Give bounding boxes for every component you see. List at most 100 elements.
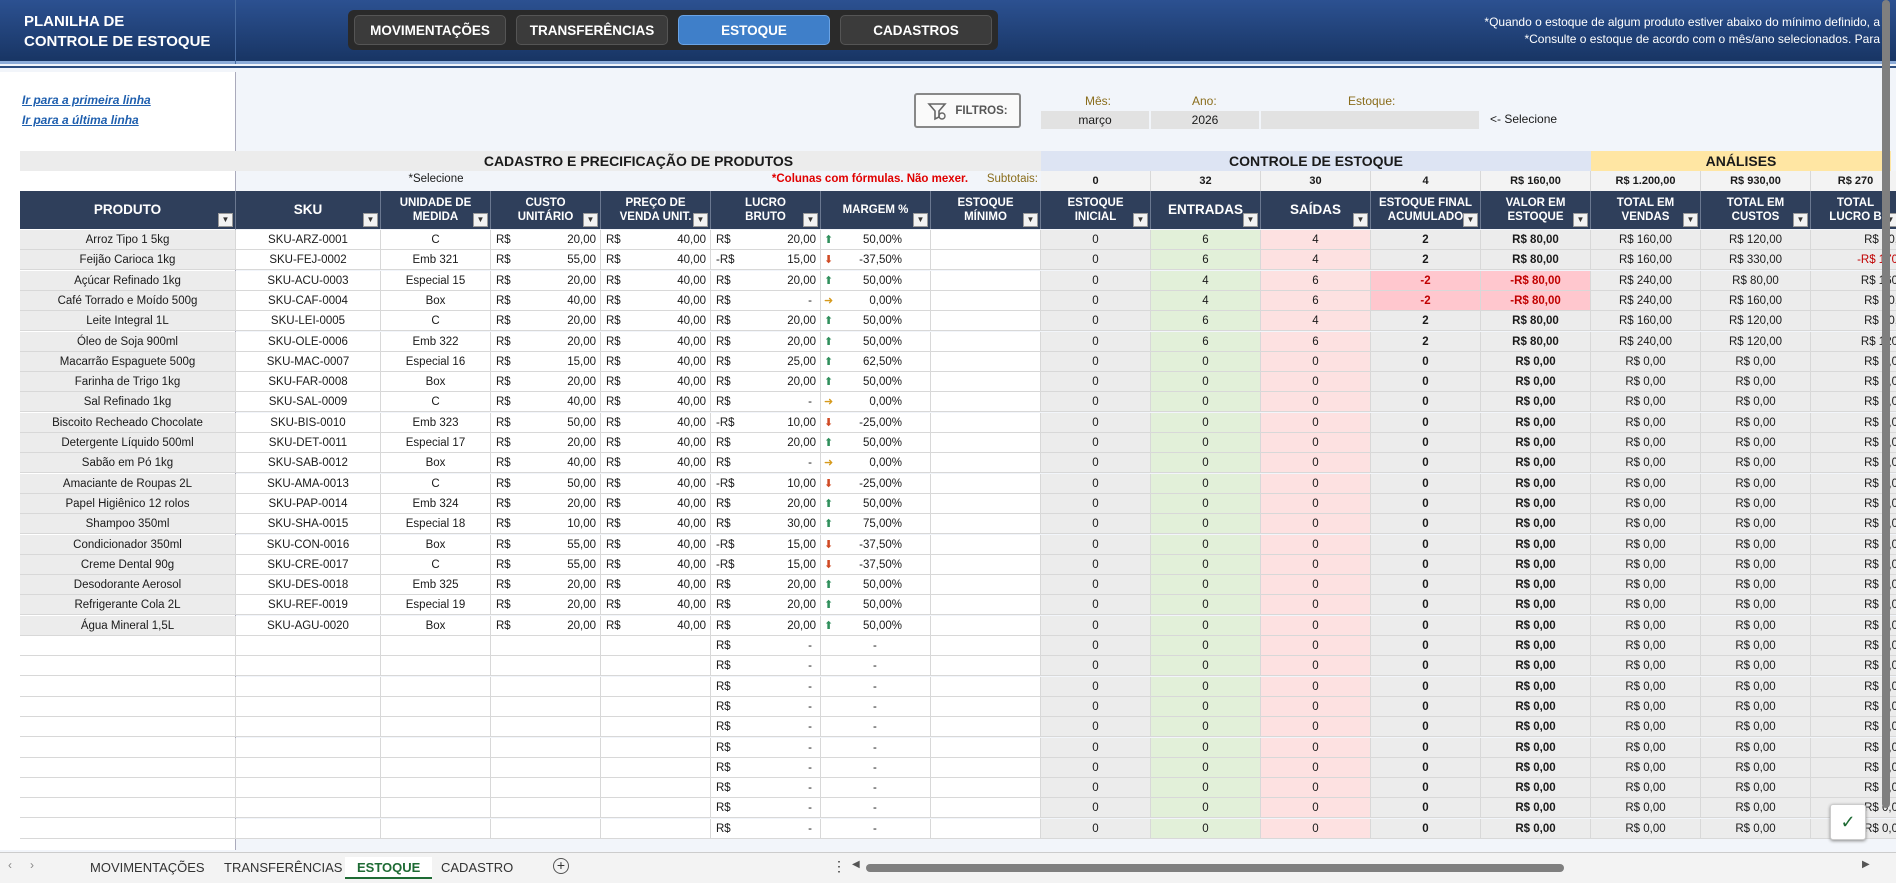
filter-dropdown-icon[interactable]: ▼ — [1353, 213, 1368, 227]
filter-dropdown-icon[interactable]: ▼ — [1133, 213, 1148, 227]
table-cell: R$ 0,00 — [1481, 616, 1591, 636]
margin-value: 0,00% — [869, 457, 902, 469]
vertical-scrollbar[interactable] — [1882, 0, 1890, 808]
table-cell: Emb 324 — [381, 494, 491, 514]
column-header-line1: SKU — [293, 202, 323, 217]
column-header[interactable]: ESTOQUE FINAL ACUMULADO ▼ — [1371, 191, 1481, 229]
filter-dropdown-icon[interactable]: ▼ — [1023, 213, 1038, 227]
table-cell — [931, 616, 1041, 636]
filter-dropdown-icon[interactable]: ▼ — [913, 213, 928, 227]
arrow-right-icon: ➜ — [824, 396, 834, 408]
horizontal-scrollbar[interactable] — [866, 864, 1564, 872]
column-header[interactable]: ENTRADAS ▼ — [1151, 191, 1261, 229]
stock-select[interactable] — [1261, 111, 1479, 129]
money-value: 10,00 — [567, 518, 596, 530]
column-header[interactable]: TOTAL EM CUSTOS ▼ — [1701, 191, 1811, 229]
table-cell: R$ 25,00 — [711, 352, 821, 372]
profit-value: - — [808, 823, 812, 835]
currency-symbol: R$ — [496, 396, 511, 408]
money-value: 20,00 — [567, 620, 596, 632]
arrow-up-icon: ⬆ — [824, 356, 834, 368]
profit-value: - — [808, 802, 812, 814]
scroll-left-icon[interactable]: ◀ — [852, 859, 860, 870]
table-cell: 0 — [1041, 514, 1151, 534]
sheet-tab-0[interactable]: MOVIMENTAÇÕES — [90, 860, 205, 875]
column-header-line1: TOTAL EM — [1616, 197, 1675, 209]
filter-dropdown-icon[interactable]: ▼ — [218, 213, 233, 227]
table-cell: - — [821, 677, 931, 697]
table-cell: R$ 0,00 — [1481, 738, 1591, 758]
year-select[interactable]: 2026 — [1151, 111, 1259, 129]
column-header[interactable]: UNIDADE DE MEDIDA ▼ — [381, 191, 491, 229]
table-cell: R$ 0,00 — [1701, 717, 1811, 737]
filter-button[interactable]: FILTROS: — [914, 93, 1021, 128]
table-cell — [491, 636, 601, 656]
profit-value: 20,00 — [787, 376, 816, 388]
table-cell — [236, 636, 381, 656]
nav-tab-3[interactable]: CADASTROS — [840, 15, 992, 45]
plus-circle-icon[interactable]: + — [553, 858, 569, 874]
nav-tab-1[interactable]: TRANSFERÊNCIAS — [516, 15, 668, 45]
profit-sign: R$ — [716, 640, 731, 652]
table-cell: 0 — [1041, 697, 1151, 717]
profit-value: - — [808, 660, 812, 672]
currency-symbol: R$ — [606, 478, 621, 490]
money-value: 20,00 — [567, 275, 596, 287]
filter-dropdown-icon[interactable]: ▼ — [1573, 213, 1588, 227]
table-cell: R$ 0,00 — [1701, 778, 1811, 798]
profit-sign: R$ — [716, 234, 731, 246]
filter-dropdown-icon[interactable]: ▼ — [363, 213, 378, 227]
column-header[interactable]: ESTOQUE INICIAL ▼ — [1041, 191, 1151, 229]
column-header[interactable]: PREÇO DE VENDA UNIT. ▼ — [601, 191, 711, 229]
filter-dropdown-icon[interactable]: ▼ — [1463, 213, 1478, 227]
column-header[interactable]: VALOR EM ESTOQUE ▼ — [1481, 191, 1591, 229]
profit-sign: R$ — [716, 518, 731, 530]
filter-dropdown-icon[interactable]: ▼ — [1243, 213, 1258, 227]
table-cell: R$ 40,00 — [601, 332, 711, 352]
sheet-tab-1[interactable]: TRANSFERÊNCIAS — [224, 860, 343, 875]
filter-dropdown-icon[interactable]: ▼ — [1683, 213, 1698, 227]
table-cell — [236, 717, 381, 737]
table-cell: 0 — [1151, 535, 1261, 555]
table-cell: 0 — [1371, 433, 1481, 453]
column-header[interactable]: LUCRO BRUTO ▼ — [711, 191, 821, 229]
link-last-row[interactable]: Ir para a última linha — [22, 113, 139, 127]
arrow-up-icon: ⬆ — [824, 518, 834, 530]
margin-value: 50,00% — [862, 620, 902, 632]
filter-dropdown-icon[interactable]: ▼ — [583, 213, 598, 227]
scroll-right-icon[interactable]: ▶ — [1862, 859, 1870, 870]
more-options-icon[interactable]: ⋮ — [832, 858, 846, 874]
nav-tab-0[interactable]: MOVIMENTAÇÕES — [354, 15, 506, 45]
check-icon[interactable]: ✓ — [1830, 804, 1866, 840]
link-first-row[interactable]: Ir para a primeira linha — [22, 93, 151, 107]
sheet-tab-2[interactable]: ESTOQUE — [345, 857, 433, 879]
nav-tab-2[interactable]: ESTOQUE — [678, 15, 830, 45]
subtotal-4: R$ 160,00 — [1481, 171, 1591, 191]
column-header[interactable]: SAÍDAS ▼ — [1261, 191, 1371, 229]
filter-dropdown-icon[interactable]: ▼ — [803, 213, 818, 227]
table-cell: R$ 20,00 — [711, 433, 821, 453]
column-header[interactable]: SKU ▼ — [236, 191, 381, 229]
table-cell — [931, 778, 1041, 798]
column-header-line1: LUCRO — [745, 197, 786, 209]
table-cell: 0 — [1261, 494, 1371, 514]
tab-scroll-left-icon[interactable]: ‹ — [8, 858, 12, 872]
table-cell: 2 — [1371, 250, 1481, 270]
currency-symbol: R$ — [496, 620, 511, 632]
column-header[interactable]: TOTAL EM VENDAS ▼ — [1591, 191, 1701, 229]
filter-dropdown-icon[interactable]: ▼ — [693, 213, 708, 227]
table-cell: C — [381, 311, 491, 331]
money-value: 40,00 — [677, 579, 706, 591]
table-cell: R$ 80,00 — [1481, 230, 1591, 250]
filter-dropdown-icon[interactable]: ▼ — [473, 213, 488, 227]
column-header[interactable]: MARGEM % ▼ — [821, 191, 931, 229]
margin-value: 75,00% — [862, 518, 902, 530]
tab-scroll-right-icon[interactable]: › — [30, 858, 34, 872]
column-header[interactable]: PRODUTO ▼ — [20, 191, 236, 229]
column-header[interactable]: ESTOQUE MÍNIMO ▼ — [931, 191, 1041, 229]
month-select[interactable]: março — [1041, 111, 1149, 129]
filter-dropdown-icon[interactable]: ▼ — [1793, 213, 1808, 227]
column-header[interactable]: TOTAL LUCRO B ▼ — [1811, 191, 1896, 229]
sheet-tab-3[interactable]: CADASTRO — [441, 860, 514, 875]
column-header[interactable]: CUSTO UNITÁRIO ▼ — [491, 191, 601, 229]
